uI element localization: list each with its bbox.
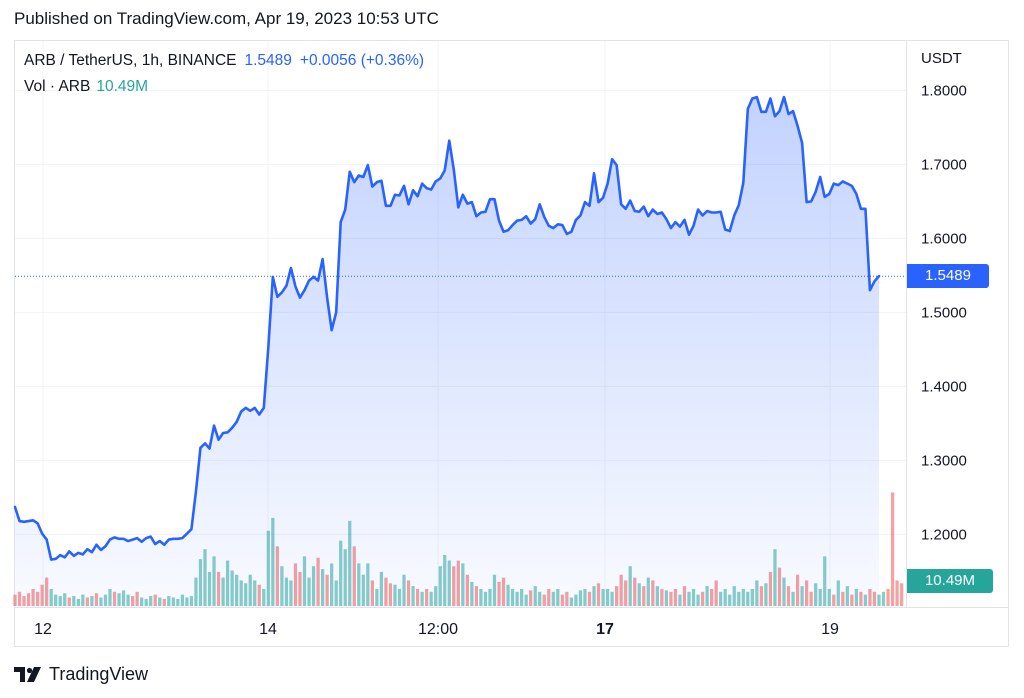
x-tick-label: 12 <box>34 621 52 638</box>
y-tick-label: 1.6000 <box>921 230 967 247</box>
volume-bar <box>899 583 904 606</box>
y-tick-label: 1.2000 <box>921 526 967 543</box>
volume-bar <box>895 580 899 606</box>
y-tick-label: 1.8000 <box>921 82 967 99</box>
symbol-name[interactable]: ARB / TetherUS, 1h, BINANCE <box>24 52 237 69</box>
y-tick-label: 1.7000 <box>921 156 967 173</box>
price-area <box>13 95 906 607</box>
symbol-legend[interactable]: ARB / TetherUS, 1h, BINANCE 1.5489 +0.0056… <box>24 52 424 70</box>
x-tick-label: 12:00 <box>418 621 458 638</box>
x-tick-label: 14 <box>259 621 277 638</box>
volume-label: Vol · ARB <box>24 78 91 95</box>
brand-name: TradingView <box>49 663 149 684</box>
published-caption: Published on TradingView.com, Apr 19, 20… <box>14 9 439 28</box>
legend-change: +0.0056 (+0.36%) <box>299 52 425 69</box>
volume-value: 10.49M <box>96 78 149 95</box>
price-line[interactable] <box>13 95 881 561</box>
chart-frame <box>14 40 1009 647</box>
x-tick-label: 19 <box>821 621 839 638</box>
y-tick-label: 1.3000 <box>921 452 967 469</box>
price-area-fill <box>15 97 879 607</box>
tradingview-brand[interactable]: TradingView <box>14 662 148 686</box>
y-tick-label: 1.5000 <box>921 304 967 321</box>
axis-labels: 1.8000 1.7000 1.6000 1.5000 1.4000 1.3000 1.20… <box>34 82 967 638</box>
volume-legend[interactable]: Vol · ARB 10.49M <box>24 78 148 96</box>
price-axis-separator <box>906 40 907 607</box>
volume-bar <box>881 591 886 606</box>
tradingview-logo-icon <box>14 667 41 682</box>
volume-bar <box>890 492 895 606</box>
time-axis-separator <box>14 607 1009 608</box>
legend-price: 1.5489 <box>244 52 292 69</box>
last-volume-tag: 10.49M <box>907 569 993 593</box>
volume-bar <box>886 588 890 606</box>
x-tick-label: 17 <box>596 621 614 638</box>
price-axis-unit: USDT <box>921 50 962 67</box>
last-price-tag: 1.5489 <box>907 264 989 288</box>
y-tick-label: 1.4000 <box>921 378 967 395</box>
